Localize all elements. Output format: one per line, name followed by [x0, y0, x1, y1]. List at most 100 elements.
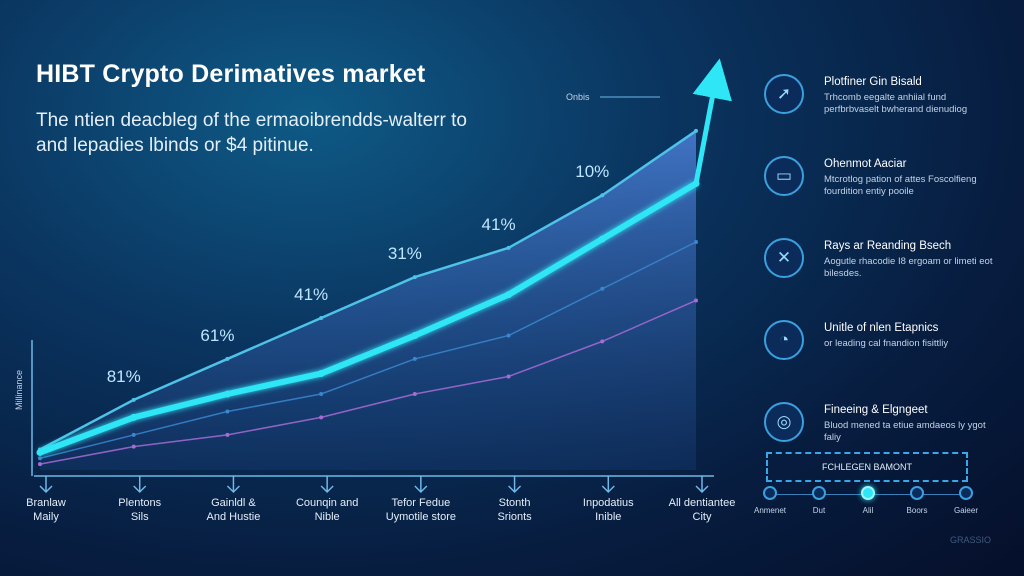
page-title: HIBT Crypto Derimatives market	[36, 60, 426, 88]
series-line	[39, 129, 697, 451]
feature-item: ◔ Unitle of nlen Etapnics or leading cal…	[758, 316, 998, 378]
x-tick	[508, 476, 522, 494]
ring-icon: ◎	[764, 402, 804, 442]
trend-arrow	[692, 58, 732, 185]
data-point	[694, 298, 698, 303]
data-point	[38, 462, 42, 467]
timeline-step[interactable]: Alil	[846, 482, 890, 515]
feature-item: ◎ Fineeing & Elgngeet Bluod mened ta eti…	[758, 398, 998, 460]
step-label: Dut	[812, 506, 826, 515]
watermark: GRASSIO	[950, 535, 992, 545]
chart-area-fill	[40, 130, 696, 470]
data-point	[131, 444, 136, 449]
data-point	[38, 456, 42, 461]
data-point	[319, 415, 324, 420]
data-point	[225, 432, 230, 437]
data-point	[225, 409, 230, 414]
data-point	[130, 413, 138, 421]
data-point	[694, 240, 698, 244]
data-point	[411, 332, 419, 340]
feature-title: Rays ar Reanding Bsech	[824, 240, 952, 252]
data-point	[505, 291, 513, 299]
data-point	[317, 370, 325, 378]
percent-annotation: 41%	[482, 215, 516, 234]
timeline-step[interactable]: Dut	[797, 482, 841, 515]
percent-annotation: 61%	[200, 326, 234, 345]
step-label: Alil	[862, 506, 874, 515]
feature-title: Fineeing & Elgngeet	[824, 404, 928, 416]
data-point	[600, 286, 605, 291]
feature-item: ▭ Ohenmot Aaciar Mtcrotlog pation of att…	[758, 152, 998, 214]
step-timeline: Anmenet Dut Alil Boors Gaieer	[748, 482, 1008, 532]
data-point	[412, 392, 417, 396]
data-point	[225, 356, 230, 361]
x-tick	[39, 476, 53, 494]
feature-description: Mtcrotlog pation of attes Foscolfieng fo…	[824, 174, 977, 197]
data-point	[319, 392, 324, 396]
step-dot	[910, 486, 924, 500]
step-dot-active	[861, 486, 875, 500]
x-tick-label: Tefor Fedue Uymotile store	[386, 497, 456, 523]
data-point	[506, 333, 511, 338]
x-tick	[226, 476, 240, 494]
percent-annotation: 10%	[575, 162, 609, 181]
feature-item: ➚ Plotfiner Gin Bisald Trhcomb eegalte a…	[758, 70, 998, 132]
feature-description: Trhcomb eegalte anhiial fund perfbrbvase…	[824, 92, 968, 115]
x-tick-label: Plentons Sils	[118, 497, 161, 523]
page-subtitle: The ntien deacbleg of the ermaoibrendds-…	[36, 110, 467, 156]
data-point	[131, 432, 136, 437]
feature-title: Ohenmot Aaciar	[824, 158, 907, 170]
x-tick	[133, 476, 147, 494]
data-point	[506, 245, 511, 250]
series-line	[38, 180, 698, 456]
x-tick	[695, 476, 709, 494]
data-point	[598, 235, 606, 243]
data-point	[600, 193, 605, 198]
data-point	[412, 275, 417, 280]
step-dot	[812, 486, 826, 500]
feature-list: ➚ Plotfiner Gin Bisald Trhcomb eegalte a…	[758, 70, 998, 480]
data-point	[131, 397, 136, 402]
data-point	[319, 316, 324, 320]
step-label: Boors	[906, 506, 928, 515]
data-point	[412, 356, 417, 361]
feature-description: Bluod mened ta etiue amdaeos ly ygot fal…	[824, 420, 986, 443]
x-tick-label: Stonth Srionts	[497, 497, 532, 523]
step-label: Anmenet	[753, 506, 787, 515]
percent-annotation: 81%	[107, 367, 141, 386]
footer-label-box: FCHLEGEN BAMONT	[766, 452, 968, 482]
series-line	[39, 299, 697, 465]
step-dot	[763, 486, 777, 500]
timeline-step[interactable]: Gaieer	[944, 482, 988, 515]
card-icon: ▭	[764, 156, 804, 196]
feature-description: Aogutle rhacodie I8 ergoam or limeti eot…	[824, 256, 993, 279]
x-tick	[414, 476, 428, 494]
feature-item: ✕ Rays ar Reanding Bsech Aogutle rhacodi…	[758, 234, 998, 296]
gauge-icon: ◔	[764, 320, 804, 360]
x-tick-label: Gainldl & And Hustie	[207, 497, 261, 523]
timeline-step[interactable]: Anmenet	[748, 482, 792, 515]
peak-label: Onbis	[566, 92, 590, 102]
y-axis-label: Millinance	[14, 370, 24, 410]
data-point	[600, 339, 605, 344]
tools-icon: ✕	[764, 238, 804, 278]
x-tick-label: Counqin and Nible	[296, 497, 358, 523]
x-tick	[320, 476, 334, 494]
timeline-step[interactable]: Boors	[895, 482, 939, 515]
percent-annotation: 31%	[388, 244, 422, 263]
feature-title: Plotfiner Gin Bisald	[824, 76, 922, 88]
data-point	[223, 390, 231, 398]
x-tick	[601, 476, 615, 494]
series-line	[39, 241, 697, 460]
x-tick-label: Branlaw Maily	[26, 497, 66, 523]
step-dot	[959, 486, 973, 500]
data-point	[694, 128, 698, 133]
compass-icon: ➚	[764, 74, 804, 114]
percent-annotation: 41%	[294, 285, 328, 304]
feature-title: Unitle of nlen Etapnics	[824, 322, 939, 334]
feature-description: or leading cal fnandion fisittliy	[824, 338, 949, 349]
x-tick-label: All dentiantee City	[669, 497, 736, 523]
data-point	[36, 448, 44, 456]
x-tick-label: Inpodatius Inible	[583, 497, 634, 523]
